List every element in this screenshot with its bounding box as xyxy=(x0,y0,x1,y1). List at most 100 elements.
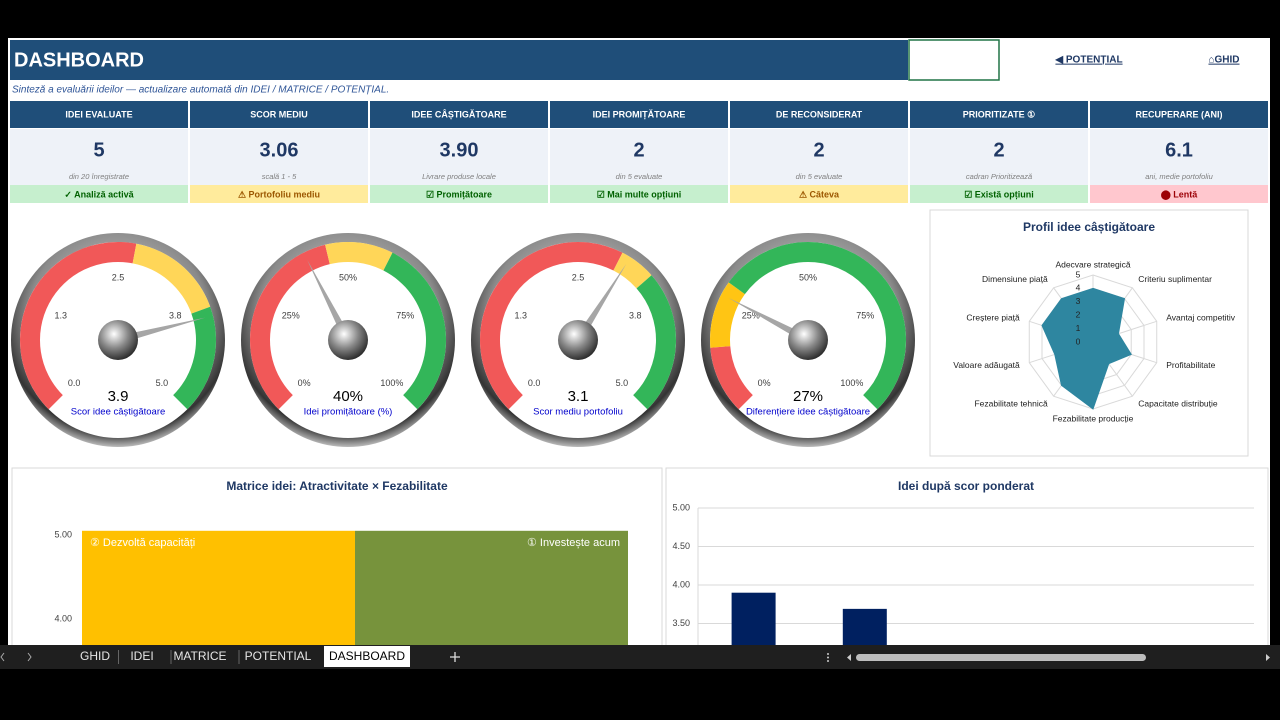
gauge-needle xyxy=(728,297,810,344)
radar-category-label: Avantaj competitiv xyxy=(1166,312,1236,322)
gauge-tick-label: 50% xyxy=(799,272,817,282)
gauge-title: Scor idee câștigătoare xyxy=(71,407,166,418)
gauge-tick-label: 2.5 xyxy=(112,272,125,282)
chart-title: Matrice idei: Atractivitate × Fezabilita… xyxy=(226,479,448,493)
quadrant-label: ② Dezvoltă capacități xyxy=(90,537,195,549)
gauge-tick-label: 75% xyxy=(856,311,874,321)
gauge-tick-label: 1.3 xyxy=(54,311,67,321)
active-tab-bg xyxy=(324,646,410,667)
chart-title: Profil idee câștigătoare xyxy=(1023,220,1155,234)
sheet-content: DASHBOARD ◀ POTENȚIAL ⌂GHID Sinteză a ev… xyxy=(10,39,1269,645)
kpi-body xyxy=(1090,129,1268,185)
gauge-needle xyxy=(307,259,352,342)
radar-category-label: Creștere piață xyxy=(966,312,1020,322)
link-potential[interactable]: ◀ POTENȚIAL xyxy=(1054,55,1122,66)
gauge-knob xyxy=(558,320,598,360)
kpi-status: ☑ Mai multe opțiuni xyxy=(597,189,682,199)
gauge-value: 3.1 xyxy=(568,388,589,405)
kpi-status: ☑ Promițătoare xyxy=(426,189,492,199)
dashboard-title: DASHBOARD xyxy=(14,49,144,71)
menu-dot[interactable] xyxy=(827,656,829,659)
kpi-label: RECUPERARE (ANI) xyxy=(1135,109,1222,119)
kpi-header xyxy=(1090,101,1268,128)
gauge-tick-label: 100% xyxy=(380,378,403,388)
radar-tick-label: 2 xyxy=(1076,309,1081,319)
gauge-tick-label: 5.0 xyxy=(156,378,169,388)
radar-tick-label: 3 xyxy=(1076,296,1081,306)
kpi-value: 5 xyxy=(93,139,104,161)
gauge-band xyxy=(633,275,676,410)
gauge-tick-label: 100% xyxy=(840,378,863,388)
kpi-header xyxy=(910,101,1088,128)
sheet-tab[interactable]: IDEI xyxy=(130,649,153,663)
menu-dot[interactable] xyxy=(827,653,829,655)
gauge-band xyxy=(132,243,211,314)
sheet-tab[interactable]: MATRICE xyxy=(173,649,226,663)
radar-tick-label: 5 xyxy=(1076,269,1081,279)
gauge-title: Diferențiere idee câștigătoare xyxy=(746,407,870,418)
kpi-status: ⬤ Lentă xyxy=(1161,189,1199,200)
gauge-knob xyxy=(98,320,138,360)
gauge-needle xyxy=(117,317,206,344)
sheet-tab[interactable]: DASHBOARD xyxy=(329,649,405,663)
kpi-status-bg xyxy=(1090,185,1268,203)
kpi-value: 2 xyxy=(633,139,644,161)
add-sheet[interactable] xyxy=(450,652,460,662)
tab-bar: GHID IDEI MATRICE POTENTIAL DASHBOARD xyxy=(0,645,1280,669)
gauge-tick-label: 2.5 xyxy=(572,272,585,282)
bar xyxy=(842,608,887,645)
gauge-tick-label: 25% xyxy=(282,311,300,321)
kpi-status-bg xyxy=(370,185,548,203)
kpi-status: ☑ Există opțiuni xyxy=(964,189,1034,199)
radar-category-label: Fezabilitate tehnică xyxy=(974,399,1048,409)
kpi-label: IDEI PROMIȚĂTOARE xyxy=(593,109,686,119)
kpi-label: PRIORITIZATE ① xyxy=(963,109,1035,119)
gauge-knob xyxy=(328,320,368,360)
quadrant xyxy=(355,530,628,645)
radar-tick-label: 1 xyxy=(1076,323,1081,333)
selected-cell[interactable] xyxy=(908,39,1000,81)
link-ghid[interactable]: ⌂GHID xyxy=(1208,55,1239,66)
header-bar xyxy=(10,40,908,80)
tab-scroll-arrows[interactable] xyxy=(0,652,32,662)
kpi-note: ani, medie portofoliu xyxy=(1145,172,1213,181)
kpi-body xyxy=(370,129,548,185)
y-tick-label: 3.50 xyxy=(672,618,690,628)
kpi-value: 6.1 xyxy=(1165,139,1193,161)
kpi-label: DE RECONSIDERAT xyxy=(776,109,863,119)
gauge-band xyxy=(325,242,393,271)
kpi-header xyxy=(730,101,908,128)
radar-category-label: Adecvare strategică xyxy=(1055,259,1130,269)
gauge-value: 40% xyxy=(333,388,363,405)
scrollbar-thumb[interactable] xyxy=(856,654,1146,661)
kpi-status-bg xyxy=(190,185,368,203)
gauge-tick-label: 50% xyxy=(339,272,357,282)
kpi-value: 2 xyxy=(813,139,824,161)
kpi-label: IDEI EVALUATE xyxy=(65,109,132,119)
kpi-status-bg xyxy=(910,185,1088,203)
gauge-band xyxy=(709,282,745,348)
radar-area xyxy=(1041,287,1132,410)
kpi-note: Livrare produse locale xyxy=(422,172,496,181)
gauge-tick-label: 25% xyxy=(742,311,760,321)
sheet-tab[interactable]: GHID xyxy=(80,649,110,663)
menu-dot[interactable] xyxy=(827,660,829,662)
gauge-band xyxy=(20,242,137,410)
sheet-tab[interactable]: POTENTIAL xyxy=(245,649,312,663)
gauge-tick-label: 3.8 xyxy=(629,311,642,321)
chart-title: Idei după scor ponderat xyxy=(898,479,1034,493)
subtitle: Sinteză a evaluării ideilor — actualizar… xyxy=(12,85,389,96)
gauge-band xyxy=(728,242,906,410)
radar-category-label: Profitabilitate xyxy=(1166,360,1215,370)
kpi-note: din 5 evaluate xyxy=(796,172,843,181)
radar-category-label: Dimensiune piață xyxy=(982,274,1048,284)
kpi-value: 2 xyxy=(993,139,1004,161)
kpi-note: din 20 înregistrate xyxy=(69,172,129,181)
kpi-body xyxy=(190,129,368,185)
gauge-tick-label: 1.3 xyxy=(514,311,527,321)
quadrant xyxy=(82,530,355,645)
gauge-title: Idei promițătoare (%) xyxy=(304,407,393,418)
gauge-band xyxy=(249,244,330,410)
kpi-value: 3.90 xyxy=(440,139,479,161)
gauge-band xyxy=(710,346,753,410)
